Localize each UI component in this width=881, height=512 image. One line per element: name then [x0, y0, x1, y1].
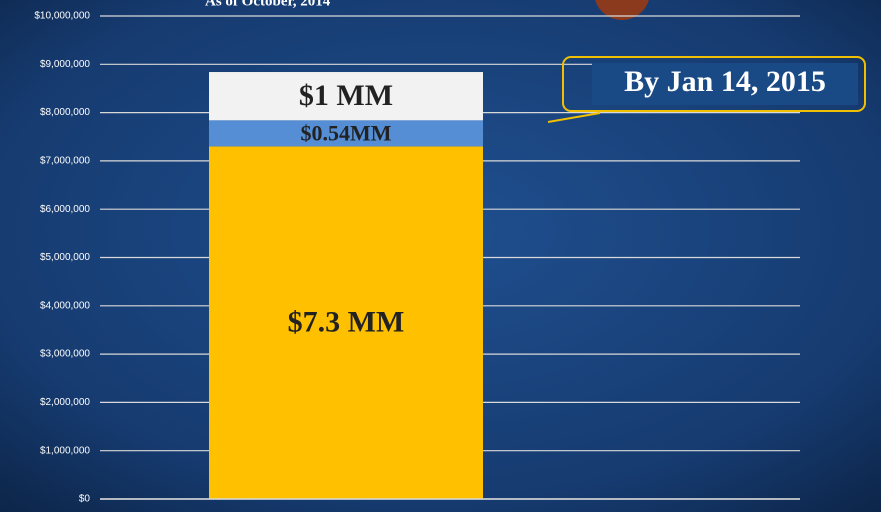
logo-decoration — [595, 0, 649, 20]
y-tick-label: $10,000,000 — [34, 11, 90, 22]
y-tick-label: $6,000,000 — [40, 204, 90, 215]
y-tick-label: $0 — [79, 494, 91, 505]
y-tick-label: $1,000,000 — [40, 445, 90, 456]
y-tick-label: $9,000,000 — [40, 59, 90, 70]
y-tick-label: $2,000,000 — [40, 397, 90, 408]
y-tick-label: $8,000,000 — [40, 107, 90, 118]
callout-box — [562, 56, 866, 112]
bar-segment — [209, 72, 483, 121]
bar-segment — [209, 120, 483, 147]
bar-segment — [209, 146, 483, 499]
y-tick-label: $5,000,000 — [40, 252, 90, 263]
data-label: $7.3 MM — [288, 306, 405, 339]
annotation: By Jan 14, 2015 — [624, 65, 826, 98]
y-tick-label: $7,000,000 — [40, 156, 90, 167]
y-tick-label: $4,000,000 — [40, 300, 90, 311]
subtitle: As of October, 2014 — [205, 0, 331, 9]
data-label: $0.54MM — [300, 120, 391, 145]
data-label: $1 MM — [299, 79, 393, 112]
y-tick-label: $3,000,000 — [40, 349, 90, 360]
annotation-bg — [592, 63, 858, 105]
callout-leader — [547, 112, 601, 123]
